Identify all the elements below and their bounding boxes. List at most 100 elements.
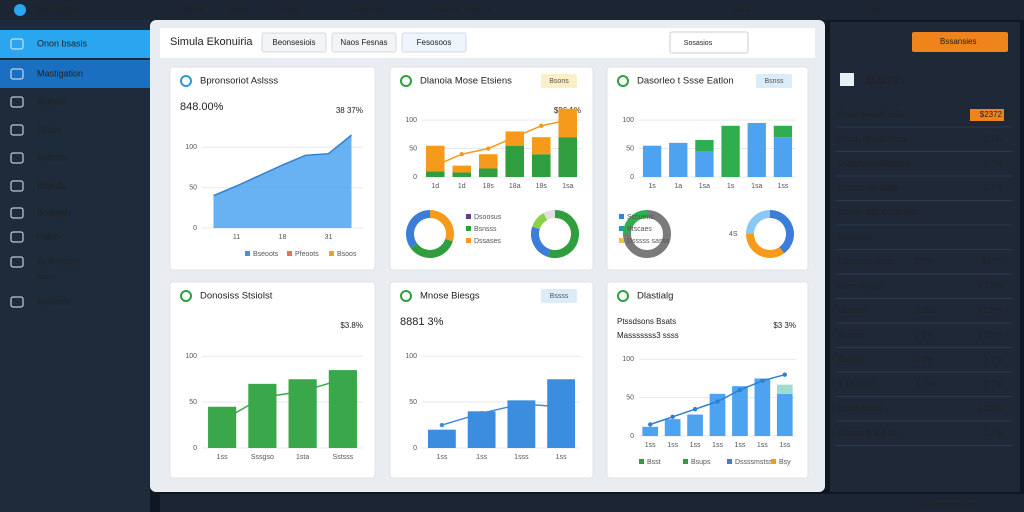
x-tick-label: 31 [325, 234, 333, 241]
bar [732, 386, 748, 436]
sidebar-icon [10, 96, 24, 108]
footer-bar [160, 494, 1024, 512]
sidebar-item[interactable]: Beantls [37, 180, 68, 190]
trend-line [221, 378, 344, 422]
x-tick-label: 1ss [779, 442, 790, 449]
tab[interactable] [401, 32, 467, 53]
x-tick-label: 1ss [667, 442, 678, 449]
sidebar-item[interactable]: Banitest [37, 296, 70, 306]
sidebar [0, 20, 150, 512]
header-button[interactable] [669, 31, 749, 54]
sidebar-icon [10, 296, 24, 308]
sidebar-item[interactable]: Boatgan [37, 207, 71, 217]
top-right-item[interactable]: Siss [865, 5, 880, 14]
trend-line [434, 119, 568, 167]
x-tick-label: 1ss [777, 183, 788, 190]
side-button-label[interactable]: Bssansies [940, 37, 976, 46]
side-row-value: 2.7% [984, 429, 1002, 438]
tab-label[interactable]: Fesosoos [417, 38, 452, 47]
sidebar-item[interactable]: Bed Setele [37, 256, 81, 266]
side-button[interactable] [912, 32, 1008, 52]
panel-note: $3 3% [773, 321, 796, 330]
y-tick-label: 0 [193, 225, 197, 232]
panel-badge-label: Bsons [549, 78, 569, 85]
sidebar-item[interactable]: Batoots [37, 152, 68, 162]
y-tick-label: 0 [630, 433, 634, 440]
donut-segment [543, 210, 556, 221]
side-row-mid: $ 3ssss [880, 135, 907, 144]
trend-point [219, 418, 225, 423]
y-tick-label: 100 [185, 353, 197, 360]
bar [208, 406, 237, 448]
bar [642, 426, 659, 436]
nav-item[interactable]: Nasts [280, 5, 300, 14]
bar [773, 137, 793, 177]
x-tick-label: 1ss [436, 454, 447, 461]
sidebar-icon [10, 124, 24, 136]
panel-note: $3.8% [340, 321, 363, 330]
bar [558, 137, 578, 177]
y-tick-label: 100 [622, 117, 634, 124]
side-row-mid: 3.3% [880, 184, 898, 193]
nav-item[interactable]: Nasis [228, 5, 248, 14]
sidebar-item[interactable]: Faloo [37, 231, 60, 241]
trend-point [670, 414, 675, 420]
area [213, 135, 352, 228]
y-tick-label: 0 [413, 174, 417, 181]
side-row-mid: Dssssss [880, 159, 910, 168]
bar [664, 419, 681, 436]
side-row-mid: 3.3% [915, 355, 933, 364]
legend-label: Btscaes [627, 226, 652, 233]
x-tick-label: 1ss [556, 454, 567, 461]
tab-label[interactable]: Naos Fesnas [340, 38, 387, 47]
top-right-item[interactable]: 8ass [733, 5, 750, 14]
panel-icon [180, 290, 192, 302]
panel-title: Donosiss Stsiolst [200, 291, 273, 302]
side-row-mid: $ 2s2s [880, 110, 904, 119]
side-row-mid: 3.1% [915, 380, 933, 389]
side-row-value: 3.7% [984, 380, 1002, 389]
legend-swatch [466, 238, 471, 243]
donut-segment [746, 233, 785, 258]
panel-badge [541, 289, 577, 303]
y-tick-label: 50 [189, 184, 197, 191]
y-tick-label: 100 [622, 356, 634, 363]
side-row-label: Ossssssn bssss [838, 257, 895, 266]
bar [505, 145, 525, 177]
legend-swatch [771, 459, 776, 464]
y-tick-label: 50 [409, 145, 417, 152]
side-row-mid: 3.3% [915, 331, 933, 340]
panel-kpi: 848.00% [180, 101, 224, 113]
legend-label: Bseoots [253, 251, 279, 258]
legend-label: Dssases [474, 238, 501, 245]
panel-title: Mnose Biesgs [420, 291, 480, 302]
bar [467, 411, 496, 448]
nav-item[interactable]: Hsuning bhstis s [432, 5, 491, 14]
header-button-label[interactable]: Sosasios [684, 40, 713, 47]
sidebar-icon [10, 180, 24, 192]
x-tick-label: 1a [674, 183, 682, 190]
sidebar-item[interactable]: Onon bsasis [37, 38, 88, 48]
sidebar-item[interactable]: Onsts [37, 124, 61, 134]
tab[interactable] [261, 32, 327, 53]
bar [642, 145, 662, 177]
value-highlight [970, 109, 1004, 121]
side-row-value: 3.0.3% [977, 306, 1002, 315]
legend-swatch [619, 238, 624, 243]
nav-item[interactable]: Bsmis [184, 5, 206, 14]
x-tick-label: 1ss [712, 442, 723, 449]
panel-badge-label: Bsnss [764, 78, 784, 85]
bar [669, 142, 688, 177]
nav-item[interactable]: Seansios [352, 5, 385, 14]
legend-swatch [466, 214, 471, 219]
tab-label[interactable]: Beonsesiois [272, 38, 315, 47]
sidebar-item[interactable]: Mastigation [37, 68, 83, 78]
y-tick-label: 0 [413, 445, 417, 452]
bar [531, 154, 551, 177]
bar [773, 125, 793, 138]
side-row-value: 3.0.3% [977, 404, 1002, 413]
legend-swatch [287, 251, 292, 256]
legend-label: Bsy [779, 459, 791, 466]
tab[interactable] [331, 32, 397, 53]
sidebar-item[interactable]: Bsitsris [37, 96, 66, 106]
